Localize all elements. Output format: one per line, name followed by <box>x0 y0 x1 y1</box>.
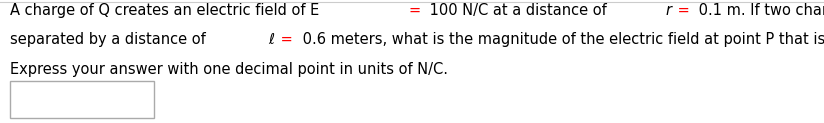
FancyBboxPatch shape <box>10 81 154 118</box>
Text: r: r <box>665 3 671 18</box>
Text: separated by a distance of: separated by a distance of <box>10 32 210 47</box>
Text: 0.1 m. If two charges Q: 0.1 m. If two charges Q <box>695 3 824 18</box>
Text: A charge of Q creates an electric field of E: A charge of Q creates an electric field … <box>10 3 319 18</box>
Text: =: = <box>276 32 293 47</box>
Text: ℓ: ℓ <box>269 32 274 47</box>
Text: 100 N/C at a distance of: 100 N/C at a distance of <box>424 3 611 18</box>
Text: Express your answer with one decimal point in units of N/C.: Express your answer with one decimal poi… <box>10 62 448 77</box>
Text: =: = <box>409 3 421 18</box>
Text: =: = <box>672 3 690 18</box>
Text: 0.6 meters, what is the magnitude of the electric field at point P that is at th: 0.6 meters, what is the magnitude of the… <box>297 32 824 47</box>
